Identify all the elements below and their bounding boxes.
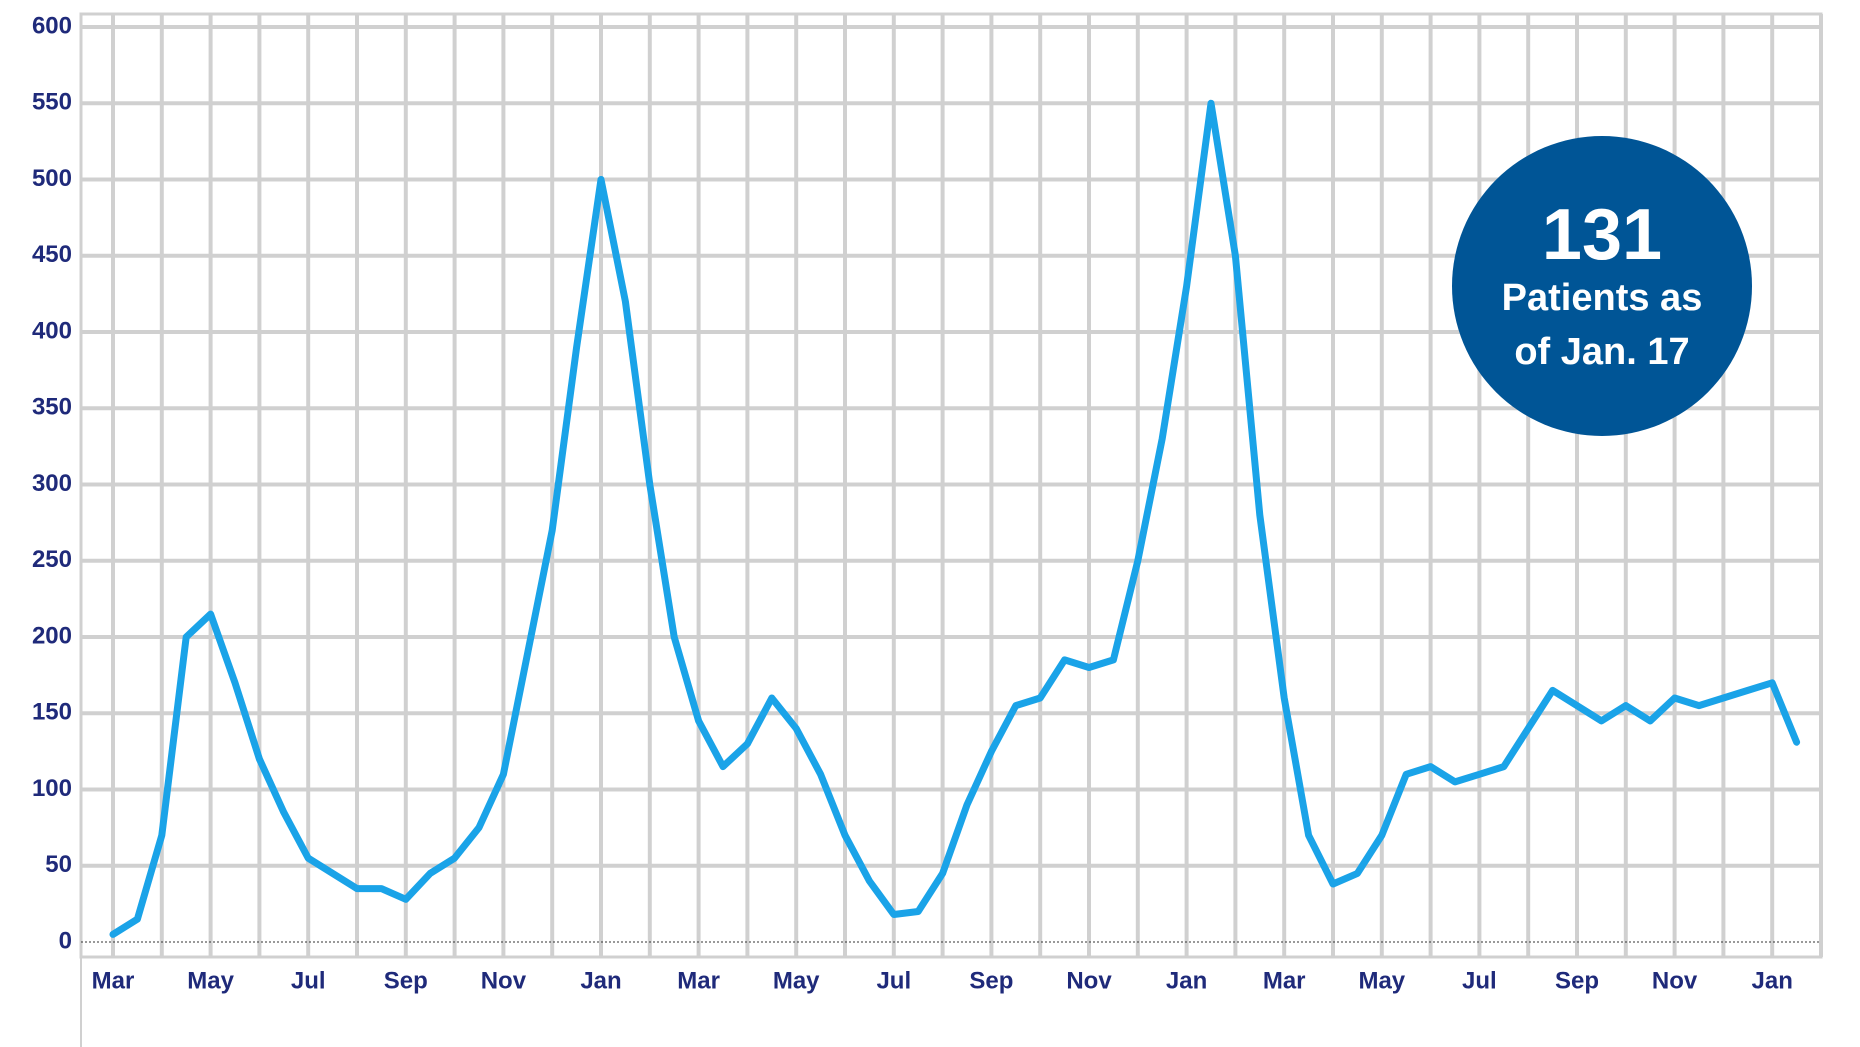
y-tick-label: 0	[59, 927, 72, 954]
x-tick-label: Mar	[1263, 967, 1306, 994]
y-tick-label: 150	[32, 699, 72, 726]
x-tick-label: May	[773, 967, 820, 994]
annotation-value: 131	[1542, 195, 1662, 275]
x-tick-label: Nov	[481, 967, 527, 994]
x-tick-label: Sep	[384, 967, 428, 994]
y-tick-label: 450	[32, 241, 72, 268]
y-tick-label: 250	[32, 546, 72, 573]
y-tick-label: 200	[32, 622, 72, 649]
x-tick-label: Sep	[1555, 967, 1599, 994]
x-tick-label: Mar	[677, 967, 720, 994]
y-tick-label: 350	[32, 394, 72, 421]
x-tick-label: Nov	[1652, 967, 1698, 994]
data-line	[109, 99, 1801, 938]
x-tick-label: Jan	[1752, 967, 1793, 994]
x-tick-label: May	[1358, 967, 1405, 994]
annotation-text: of Jan. 17	[1514, 331, 1689, 373]
annotation-badge	[1452, 136, 1752, 436]
x-tick-label: May	[187, 967, 234, 994]
x-tick-label: Jul	[1462, 967, 1497, 994]
y-tick-label: 50	[45, 851, 72, 878]
x-tick-label: Jan	[580, 967, 621, 994]
x-tick-label: Jul	[291, 967, 326, 994]
y-tick-label: 500	[32, 165, 72, 192]
y-tick-label: 300	[32, 470, 72, 497]
y-tick-label: 600	[32, 12, 72, 39]
x-tick-label: Jul	[876, 967, 911, 994]
x-tick-label: Nov	[1066, 967, 1112, 994]
y-tick-label: 100	[32, 775, 72, 802]
y-tick-label: 400	[32, 317, 72, 344]
x-tick-label: Mar	[92, 967, 135, 994]
x-tick-label: Jan	[1166, 967, 1207, 994]
y-tick-label: 550	[32, 89, 72, 116]
x-tick-label: Sep	[969, 967, 1013, 994]
annotation-text: Patients as	[1502, 277, 1703, 319]
